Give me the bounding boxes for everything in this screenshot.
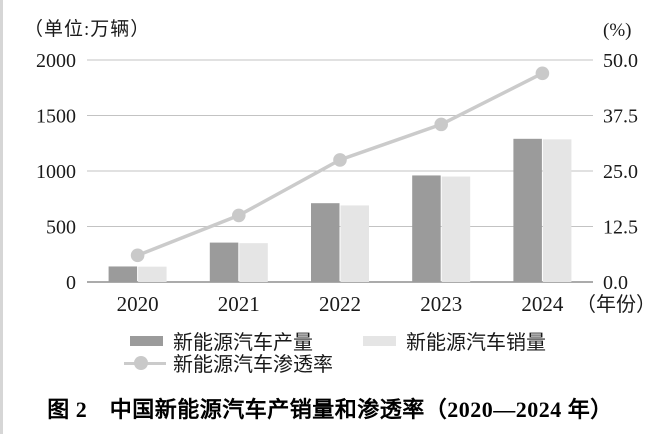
bar-production xyxy=(311,203,340,282)
bar-sales xyxy=(441,176,471,282)
penetration-marker xyxy=(130,248,145,263)
penetration-marker xyxy=(434,117,449,132)
bar-production xyxy=(209,242,239,282)
x-axis-suffix-label: （年份） xyxy=(576,293,656,316)
right-axis-tick-label: 12.5 xyxy=(603,217,638,239)
left-axis-tick-label: 500 xyxy=(46,217,76,239)
right-axis-tick-label: 25.0 xyxy=(603,161,638,183)
figure-caption: 图 2 中国新能源汽车产销量和渗透率（2020—2024 年） xyxy=(47,397,613,422)
chart-canvas: 0 0.0 500 12.5 1000 25.0 1500 37.5 2000 50.0 2020 2… xyxy=(36,50,656,316)
bar-sales xyxy=(138,266,167,282)
bar-sales xyxy=(542,139,572,282)
left-axis-unit-label: （单位:万辆） xyxy=(24,19,151,40)
x-axis-year-label: 2024 xyxy=(521,292,564,316)
right-axis-tick-label: 0.0 xyxy=(603,272,628,294)
right-axis-tick-label: 50.0 xyxy=(603,50,638,72)
bar-sales xyxy=(239,243,268,282)
production-swatch xyxy=(130,335,163,346)
left-axis-tick-label: 2000 xyxy=(36,50,76,72)
penetration-marker xyxy=(333,153,347,167)
legend-item-sales: 新能源汽车销量 xyxy=(363,326,546,355)
page-left-border xyxy=(0,0,3,434)
x-axis-year-label: 2023 xyxy=(420,292,462,316)
x-axis-year-label: 2021 xyxy=(218,292,260,316)
right-axis-unit-label: (%) xyxy=(603,20,632,41)
chart-legend: 新能源汽车产量 新能源汽车销量 新能源汽车渗透率 xyxy=(0,322,660,376)
left-axis-tick-label: 0 xyxy=(66,272,76,294)
left-axis-tick-label: 1000 xyxy=(36,161,76,183)
legend-label-penetration: 新能源汽车渗透率 xyxy=(173,354,333,376)
legend-label-production: 新能源汽车产量 xyxy=(173,332,313,354)
bar-production xyxy=(513,138,542,282)
sales-swatch xyxy=(363,335,396,346)
penetration-line-marker-icon xyxy=(124,355,166,370)
bar-sales xyxy=(340,205,369,282)
x-axis-year-label: 2020 xyxy=(117,292,159,316)
right-axis-tick-label: 37.5 xyxy=(603,106,638,128)
penetration-marker xyxy=(535,66,550,81)
legend-item-penetration: 新能源汽车渗透率 xyxy=(124,348,333,377)
penetration-marker xyxy=(232,208,246,223)
bar-production xyxy=(412,175,441,282)
x-axis-year-label: 2022 xyxy=(319,292,361,316)
bar-production xyxy=(108,266,138,282)
legend-label-sales: 新能源汽车销量 xyxy=(406,332,546,354)
left-axis-tick-label: 1500 xyxy=(36,106,76,128)
legend-item-production: 新能源汽车产量 xyxy=(130,326,313,355)
